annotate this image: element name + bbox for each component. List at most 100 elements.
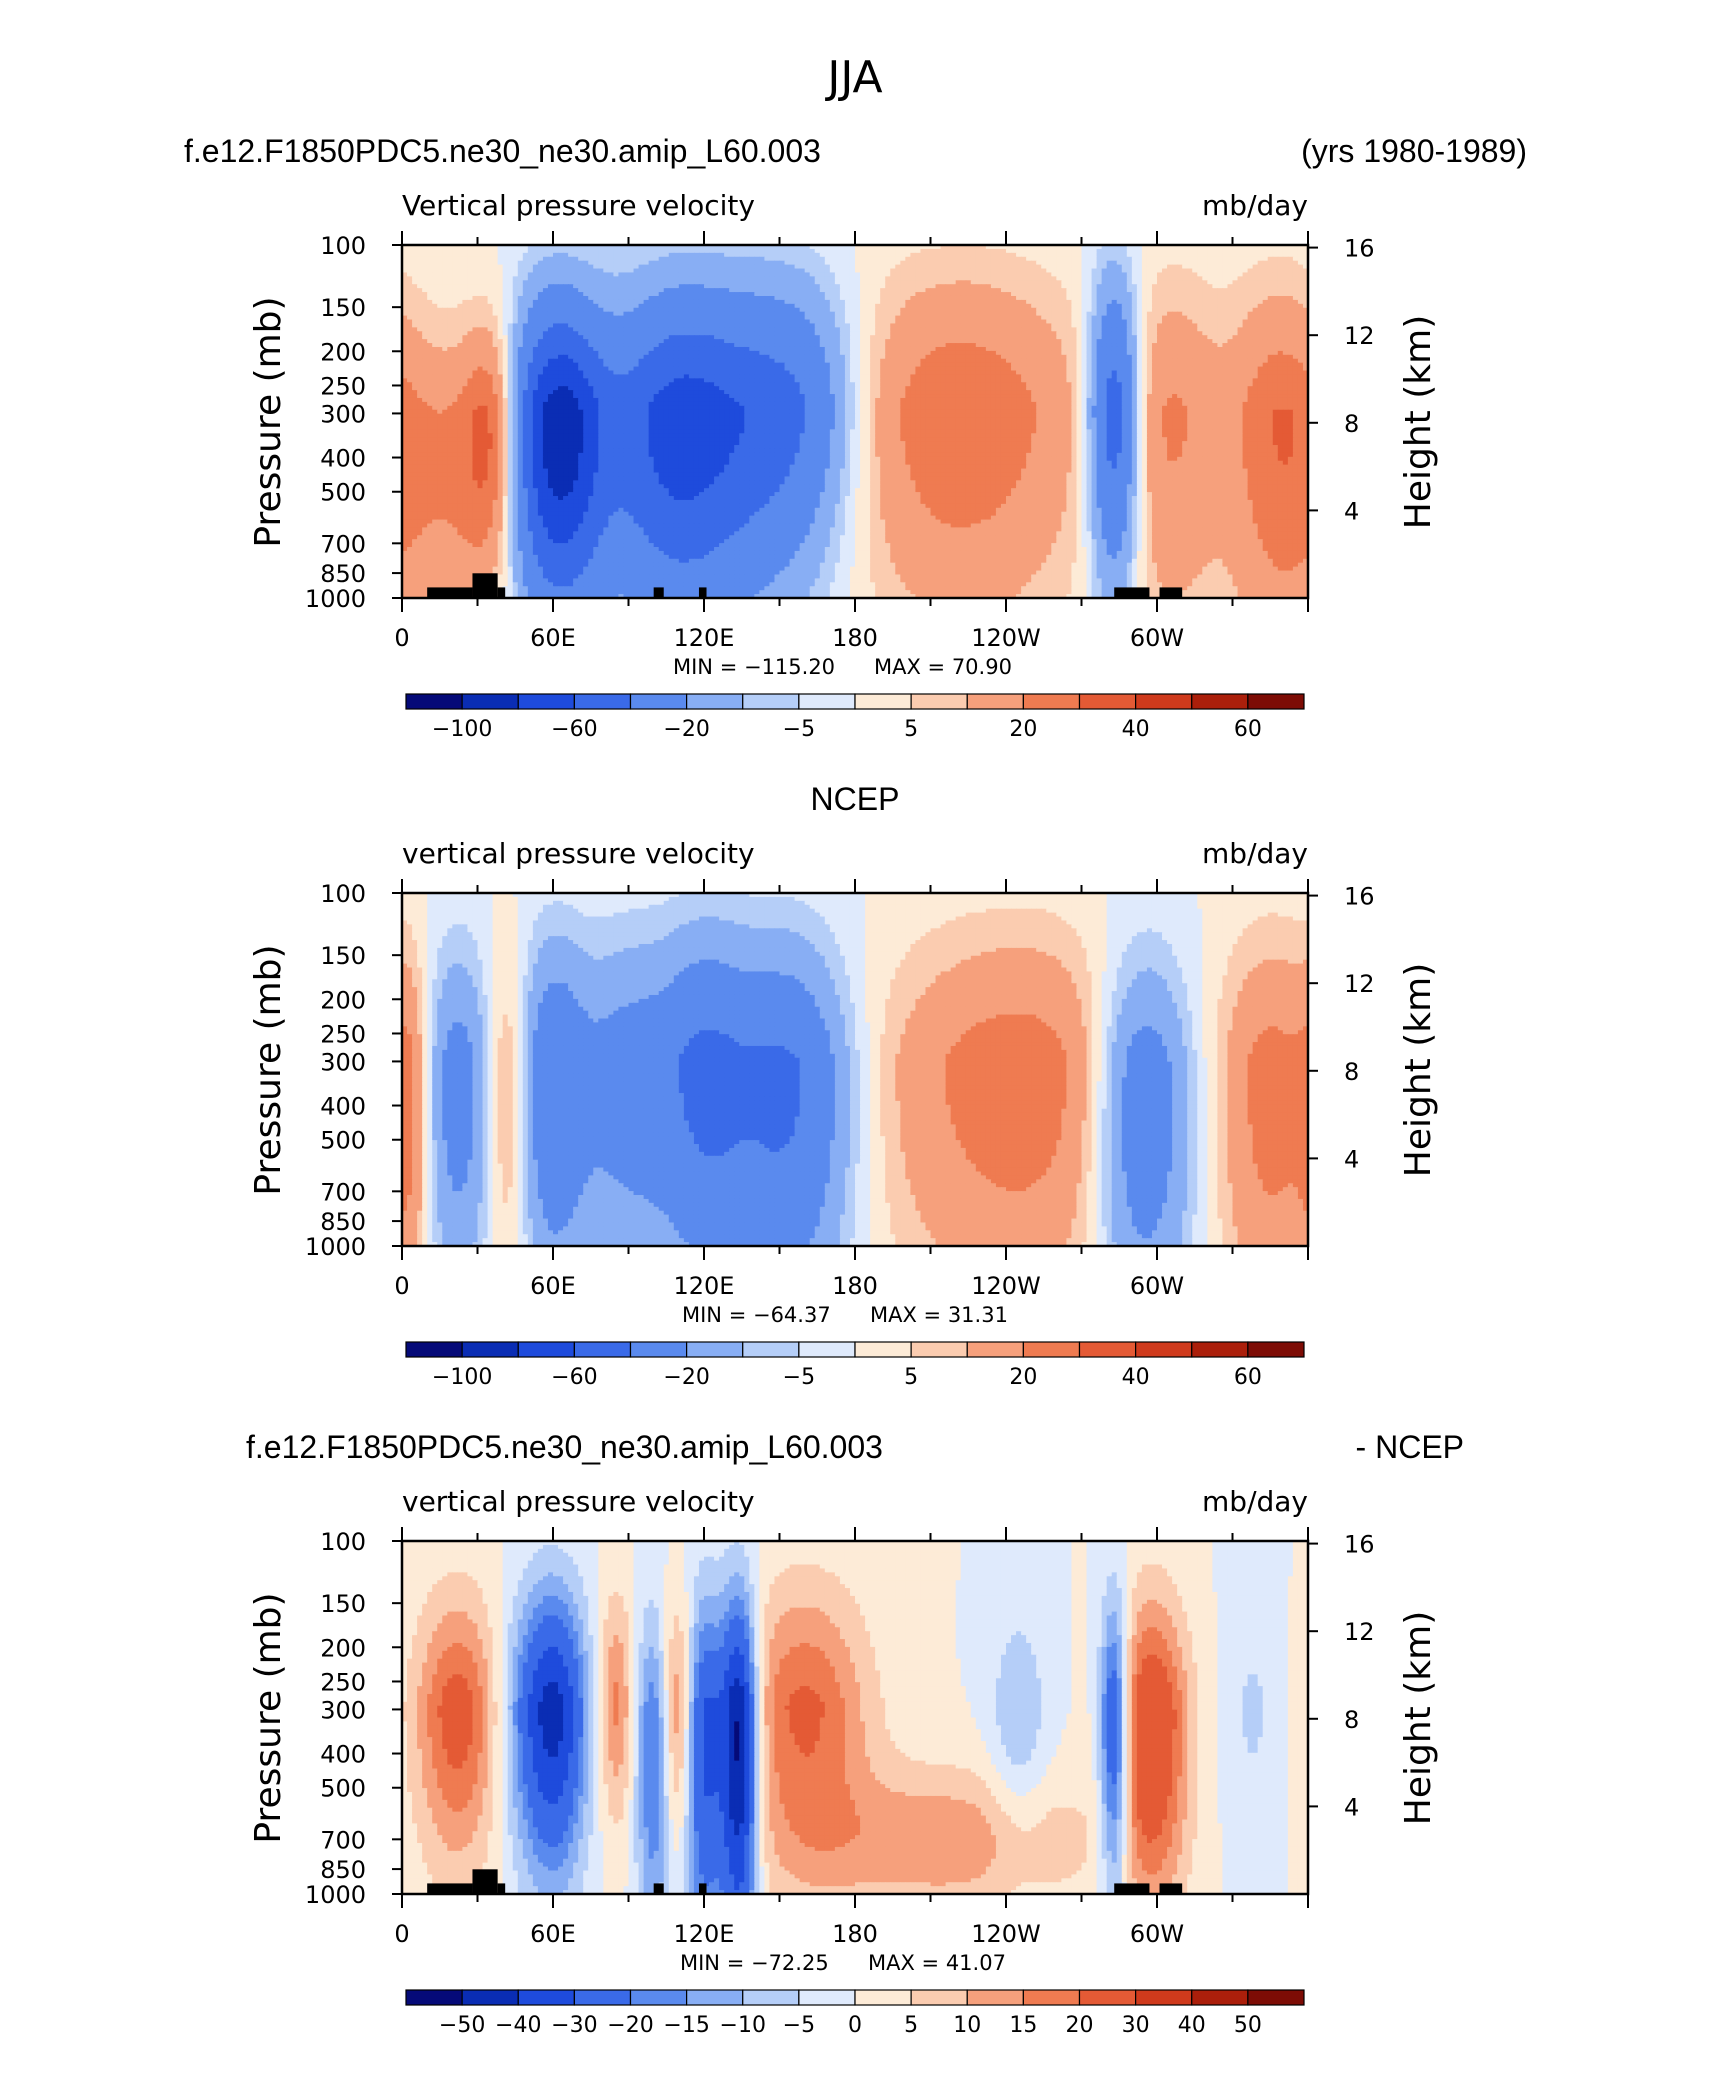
contour-cell bbox=[1097, 272, 1103, 277]
contour-cell bbox=[1127, 331, 1133, 336]
contour-cell bbox=[689, 323, 695, 328]
contour-cell bbox=[1197, 316, 1203, 321]
contour-cell bbox=[1192, 331, 1198, 336]
contour-cell bbox=[528, 292, 534, 297]
figure-title: JJA bbox=[824, 52, 882, 103]
contour-cell bbox=[976, 351, 982, 356]
contour-cell bbox=[986, 272, 992, 277]
contour-cell bbox=[1162, 280, 1168, 285]
contour-cell bbox=[744, 257, 750, 262]
contour-cell bbox=[785, 272, 791, 277]
contour-cell bbox=[1222, 327, 1228, 332]
contour-cell bbox=[523, 347, 529, 352]
contour-cell bbox=[689, 308, 695, 313]
contour-cell bbox=[1016, 296, 1022, 301]
contour-cell bbox=[558, 335, 564, 340]
contour-cell bbox=[1041, 288, 1047, 293]
contour-cell bbox=[457, 351, 463, 356]
contour-cell bbox=[412, 265, 418, 270]
contour-cell bbox=[1107, 261, 1113, 266]
contour-cell bbox=[442, 272, 448, 277]
contour-cell bbox=[1071, 343, 1077, 348]
contour-cell bbox=[523, 320, 529, 325]
contour-cell bbox=[729, 308, 735, 313]
contour-cell bbox=[664, 292, 670, 297]
contour-cell bbox=[432, 335, 438, 340]
contour-cell bbox=[1092, 316, 1098, 321]
contour-cell bbox=[1021, 327, 1027, 332]
contour-cell bbox=[1197, 292, 1203, 297]
contour-cell bbox=[513, 272, 519, 277]
contour-cell bbox=[719, 351, 725, 356]
contour-cell bbox=[523, 272, 529, 277]
contour-cell bbox=[991, 335, 997, 340]
contour-cell bbox=[931, 339, 937, 344]
contour-cell bbox=[915, 261, 921, 266]
contour-cell bbox=[1046, 331, 1052, 336]
contour-cell bbox=[905, 296, 911, 301]
contour-cell bbox=[1222, 308, 1228, 313]
contour-cell bbox=[1051, 316, 1057, 321]
contour-cell bbox=[417, 304, 423, 309]
contour-cell bbox=[422, 320, 428, 325]
contour-cell bbox=[830, 280, 836, 285]
contour-cell bbox=[699, 347, 705, 352]
contour-cell bbox=[754, 335, 760, 340]
contour-cell bbox=[603, 308, 609, 313]
contour-cell bbox=[1112, 253, 1118, 258]
contour-cell bbox=[1041, 292, 1047, 297]
contour-cell bbox=[467, 292, 473, 297]
contour-cell bbox=[961, 284, 967, 289]
contour-cell bbox=[895, 288, 901, 293]
contour-cell bbox=[694, 312, 700, 317]
contour-cell bbox=[774, 284, 780, 289]
contour-cell bbox=[427, 269, 433, 274]
contour-cell bbox=[880, 320, 886, 325]
contour-cell bbox=[618, 272, 624, 277]
contour-cell bbox=[1248, 269, 1254, 274]
contour-cell bbox=[603, 304, 609, 309]
contour-cell bbox=[845, 272, 851, 277]
contour-cell bbox=[865, 257, 871, 262]
contour-cell bbox=[654, 304, 660, 309]
contour-cell bbox=[1263, 339, 1269, 344]
contour-cell bbox=[729, 284, 735, 289]
contour-cell bbox=[795, 320, 801, 325]
contour-cell bbox=[1026, 320, 1032, 325]
contour-cell bbox=[528, 272, 534, 277]
contour-cell bbox=[1152, 343, 1158, 348]
contour-cell bbox=[452, 312, 458, 317]
contour-cell bbox=[800, 292, 806, 297]
contour-cell bbox=[1172, 323, 1178, 328]
contour-cell bbox=[1238, 265, 1244, 270]
contour-cell bbox=[1202, 296, 1208, 301]
contour-cell bbox=[800, 316, 806, 321]
contour-cell bbox=[518, 347, 524, 352]
contour-cell bbox=[452, 347, 458, 352]
contour-cell bbox=[966, 308, 972, 313]
contour-cell bbox=[1021, 276, 1027, 281]
contour-cell bbox=[785, 316, 791, 321]
contour-cell bbox=[971, 249, 977, 254]
contour-cell bbox=[598, 335, 604, 340]
contour-cell bbox=[1192, 296, 1198, 301]
contour-cell bbox=[981, 284, 987, 289]
contour-cell bbox=[1061, 284, 1067, 289]
contour-cell bbox=[986, 253, 992, 258]
contour-cell bbox=[1187, 320, 1193, 325]
contour-cell bbox=[719, 296, 725, 301]
contour-cell bbox=[1076, 292, 1082, 297]
contour-cell bbox=[800, 308, 806, 313]
contour-cell bbox=[1167, 261, 1173, 266]
contour-cell bbox=[1097, 296, 1103, 301]
contour-cell bbox=[769, 276, 775, 281]
contour-cell bbox=[991, 327, 997, 332]
contour-cell bbox=[553, 351, 559, 356]
contour-cell bbox=[1097, 257, 1103, 262]
contour-cell bbox=[890, 257, 896, 262]
contour-cell bbox=[467, 284, 473, 289]
contour-cell bbox=[603, 316, 609, 321]
contour-cell bbox=[1117, 276, 1123, 281]
contour-cell bbox=[654, 284, 660, 289]
contour-cell bbox=[1142, 292, 1148, 297]
